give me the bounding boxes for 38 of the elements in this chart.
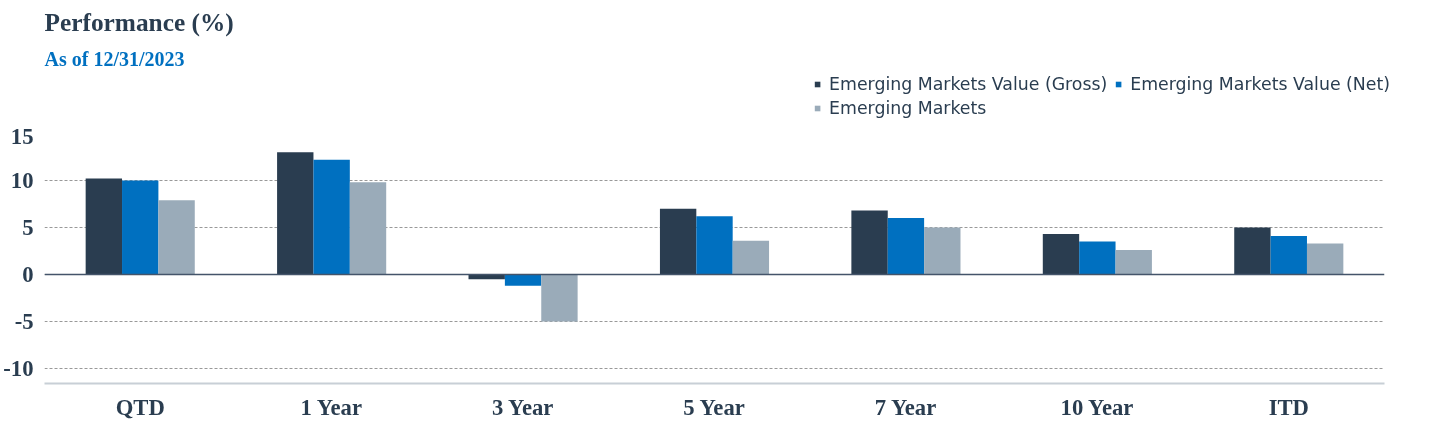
y-tick-label: 0	[22, 261, 34, 287]
x-tick-label: 1 Year	[300, 394, 362, 420]
chart-subtitle: As of 12/31/2023	[44, 47, 185, 70]
x-tick-label: 3 Year	[491, 394, 554, 420]
y-tick-label: 5	[22, 214, 34, 240]
bar	[1234, 227, 1271, 275]
x-tick-label: ITD	[1268, 394, 1309, 420]
bar	[1079, 241, 1116, 275]
bar	[504, 274, 542, 286]
y-tick-label: -10	[3, 355, 34, 381]
bar	[122, 180, 159, 275]
bar	[851, 210, 888, 275]
bar	[659, 208, 697, 275]
y-tick-label: 15	[10, 123, 34, 149]
bar	[887, 218, 925, 275]
bar	[696, 216, 733, 275]
legend-label: Emerging Markets Value (Net)	[1130, 74, 1390, 94]
bar	[85, 178, 123, 275]
y-tick-label: -5	[14, 308, 34, 334]
x-tick-label: QTD	[115, 394, 165, 420]
bar	[1115, 250, 1152, 275]
bar	[349, 182, 387, 275]
y-tick-label: 10	[10, 167, 34, 193]
bar	[277, 152, 314, 275]
bar	[313, 159, 350, 275]
bar	[1270, 235, 1307, 275]
bar	[732, 240, 770, 275]
bar	[924, 227, 961, 275]
x-tick-label: 7 Year	[874, 394, 937, 420]
bar	[1306, 243, 1344, 275]
bar	[158, 200, 195, 275]
legend-label: Emerging Markets	[829, 98, 987, 118]
bar	[541, 274, 578, 322]
legend-label: Emerging Markets Value (Gross)	[829, 74, 1108, 94]
x-tick-label: 10 Year	[1060, 394, 1134, 420]
bar	[1042, 234, 1080, 275]
chart-title: Performance (%)	[44, 7, 234, 37]
x-tick-label: 5 Year	[683, 394, 745, 420]
